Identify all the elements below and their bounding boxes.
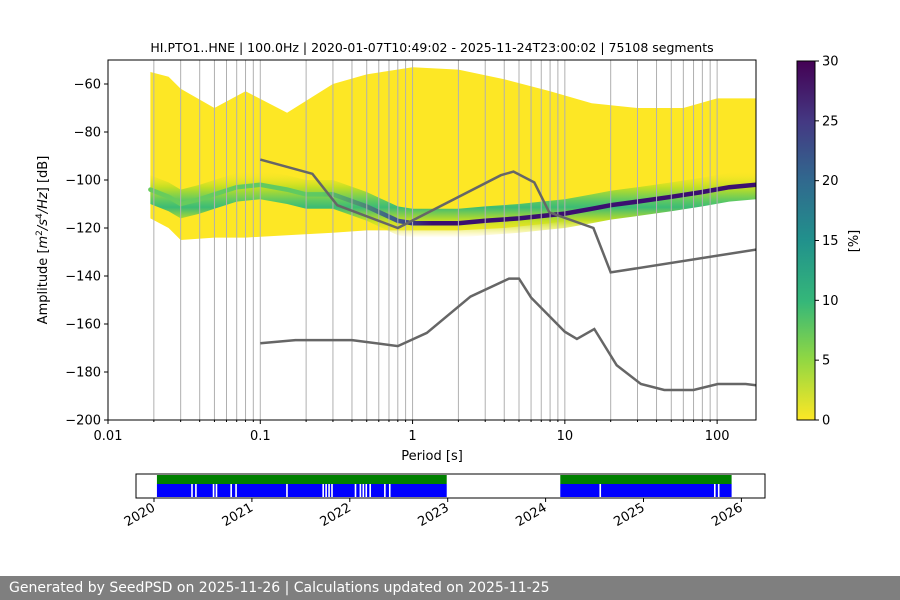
timeline-gap [235, 484, 237, 497]
colorbar-tick-label: 30 [822, 55, 839, 70]
timeline-gap [362, 484, 365, 497]
y-tick-label: −140 [65, 270, 101, 285]
y-tick-label: −160 [65, 318, 101, 333]
timeline-tick-label: 2023 [416, 500, 452, 530]
timeline-gap [325, 484, 327, 497]
x-tick-label: 0.1 [250, 429, 271, 444]
timeline-gap [286, 484, 288, 497]
timeline-gap [717, 484, 720, 497]
plot-frame [107, 59, 757, 421]
y-tick-label: −200 [65, 414, 101, 429]
y-tick-label: −100 [65, 174, 101, 189]
timeline-axis: 2020 2021 2022 2023 2024 2025 2026 [122, 498, 745, 530]
low-noise-model-line [260, 277, 756, 392]
x-axis-label: Period [s] [401, 449, 463, 464]
timeline-gap [212, 484, 215, 497]
y-tick-label: −120 [65, 222, 101, 237]
timeline-processed-segment [156, 475, 447, 484]
psd-chart: HI.PTO1..HNE | 100.0Hz | 2020-01-07T10:4… [35, 40, 862, 530]
colorbar-tick-label: 25 [822, 114, 839, 129]
y-tick-label: −60 [74, 78, 101, 93]
timeline-gap [328, 484, 330, 497]
timeline-gap [599, 484, 602, 497]
timeline-gap [195, 484, 197, 497]
colorbar-tick-label: 10 [822, 294, 839, 309]
plot-area [108, 60, 756, 420]
vertical-grid [108, 60, 718, 420]
colorbar-ticks: 0 5 10 15 20 25 30 [815, 55, 839, 429]
timeline-available-segment [560, 484, 732, 497]
timeline-gap [215, 484, 218, 497]
colorbar-label: [%] [847, 230, 862, 253]
timeline-tick-label: 2021 [220, 500, 256, 530]
timeline-tick-label: 2025 [611, 500, 647, 530]
timeline-gap [322, 484, 324, 497]
timeline-tick-label: 2024 [513, 500, 549, 530]
x-tick-label: 100 [705, 429, 730, 444]
timeline-gap [230, 484, 232, 497]
mode-curve [148, 182, 756, 226]
y-tick-label: −180 [65, 366, 101, 381]
high-noise-model-line [259, 158, 756, 274]
timeline-bars [156, 475, 732, 497]
timeline-gap [388, 484, 391, 497]
x-tick-label: 0.01 [94, 429, 123, 444]
mode-band [150, 170, 756, 238]
data-timeline: 2020 2021 2022 2023 2024 2025 2026 [122, 473, 766, 530]
timeline-tick-label: 2026 [709, 500, 745, 530]
y-axis-label: Amplitude [m2/s4/Hz] [dB] [35, 156, 51, 325]
colorbar-tick-label: 0 [822, 414, 830, 429]
colorbar-gradient [796, 60, 816, 421]
timeline-gap [365, 484, 368, 497]
colorbar-tick-label: 20 [822, 174, 839, 189]
x-axis: 0.01 0.1 1 10 100 [94, 420, 730, 444]
colorbar-tick-label: 15 [822, 234, 839, 249]
timeline-gap [369, 484, 371, 497]
timeline-processed-segment [560, 475, 732, 484]
timeline-gap [713, 484, 716, 497]
timeline-gap [331, 484, 333, 497]
timeline-gap [191, 484, 193, 497]
x-tick-label: 1 [408, 429, 416, 444]
colorbar: 0 5 10 15 20 25 30 [%] [796, 55, 862, 429]
timeline-gap [359, 484, 362, 497]
x-tick-label: 10 [557, 429, 574, 444]
y-tick-label: −80 [74, 126, 101, 141]
timeline-gap [354, 484, 357, 497]
timeline-tick-label: 2020 [122, 500, 158, 530]
timeline-gap [384, 484, 386, 497]
timeline-tick-label: 2022 [318, 500, 354, 530]
chart-title: HI.PTO1..HNE | 100.0Hz | 2020-01-07T10:4… [150, 40, 713, 55]
timeline-available-segment [156, 484, 447, 497]
y-axis: −200 −180 −160 −140 −120 −100 −80 −60 [65, 78, 108, 429]
footer: Generated by SeedPSD on 2025-11-26 | Cal… [0, 576, 900, 600]
colorbar-tick-label: 5 [822, 354, 830, 369]
